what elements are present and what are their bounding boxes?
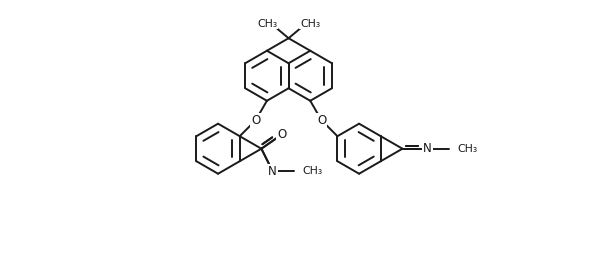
Text: N: N [423,142,432,155]
Text: CH₃: CH₃ [300,19,320,29]
Text: O: O [317,114,326,127]
Text: CH₃: CH₃ [257,19,277,29]
Text: O: O [251,114,260,127]
Text: N: N [269,165,277,178]
Text: O: O [423,142,432,155]
Text: CH₃: CH₃ [303,166,323,176]
Text: CH₃: CH₃ [457,144,478,154]
Text: O: O [277,128,286,141]
Text: O: O [277,128,286,141]
Text: O: O [423,142,432,155]
